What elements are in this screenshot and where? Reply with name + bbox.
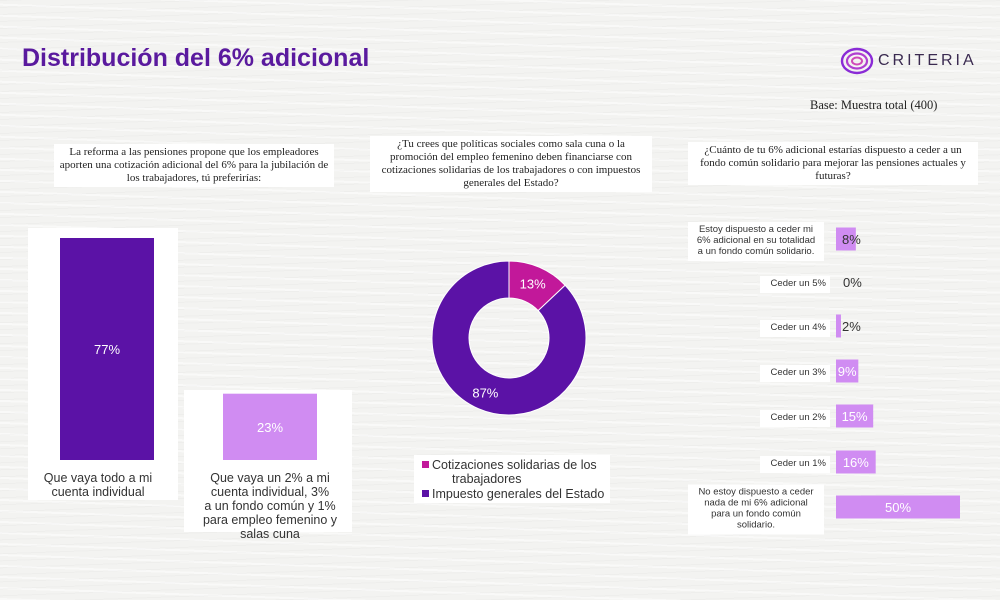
bar-chart-preferences: 77% Que vaya todo a mi cuenta individual 23… — [0, 220, 360, 540]
hbar-value-label: 2% — [842, 319, 861, 334]
page-title: Distribución del 6% adicional — [22, 44, 369, 73]
bar-category-label: Que vaya un 2% a mi cuenta individual, 3%… — [203, 471, 338, 540]
question-2: ¿Tu crees que políticas sociales como sa… — [370, 136, 652, 192]
logo-swirl-icon — [840, 46, 874, 76]
criteria-logo: CRITERIA — [840, 46, 980, 76]
category-label: Ceder un 3% — [771, 367, 827, 378]
hbar-value-label: 16% — [843, 455, 869, 470]
legend-swatch — [422, 461, 429, 468]
hbar-value-label: 50% — [885, 500, 911, 515]
hbar-value-label: 0% — [843, 275, 862, 290]
hbar-value-label: 15% — [842, 409, 868, 424]
hbar-chart-cede: Estoy dispuesto a ceder mi 6% adicional e… — [670, 205, 990, 545]
category-label: Ceder un 4% — [771, 322, 827, 333]
hbar-value-label: 8% — [842, 232, 861, 247]
legend-swatch — [422, 490, 429, 497]
donut-chart-financing: 13% 87% Cotizaciones solidarias de los trab… — [360, 215, 660, 515]
category-label: Ceder un 1% — [771, 458, 827, 469]
category-label: Estoy dispuesto a ceder mi 6% adicional e… — [697, 224, 815, 257]
logo-text: CRITERIA — [878, 52, 977, 70]
legend-label: Cotizaciones solidarias de los trabajador… — [432, 458, 597, 486]
category-label: Ceder un 2% — [771, 412, 827, 423]
base-note: Base: Muestra total (400) — [810, 98, 937, 113]
bar-value-label: 77% — [94, 342, 120, 357]
question-3: ¿Cuánto de tu 6% adicional estarías disp… — [688, 142, 978, 185]
question-1: La reforma a las pensiones propone que l… — [54, 144, 334, 187]
hbar-3 — [836, 315, 841, 338]
donut-slice-label: 13% — [520, 276, 546, 291]
bar-value-label: 23% — [257, 420, 283, 435]
hbar-value-label: 9% — [838, 364, 857, 379]
category-label: Ceder un 5% — [771, 278, 827, 289]
legend-label: Impuesto generales del Estado — [432, 487, 604, 501]
bar-category-label: Que vaya todo a mi cuenta individual — [44, 471, 152, 499]
donut-slice-label: 87% — [472, 386, 498, 401]
